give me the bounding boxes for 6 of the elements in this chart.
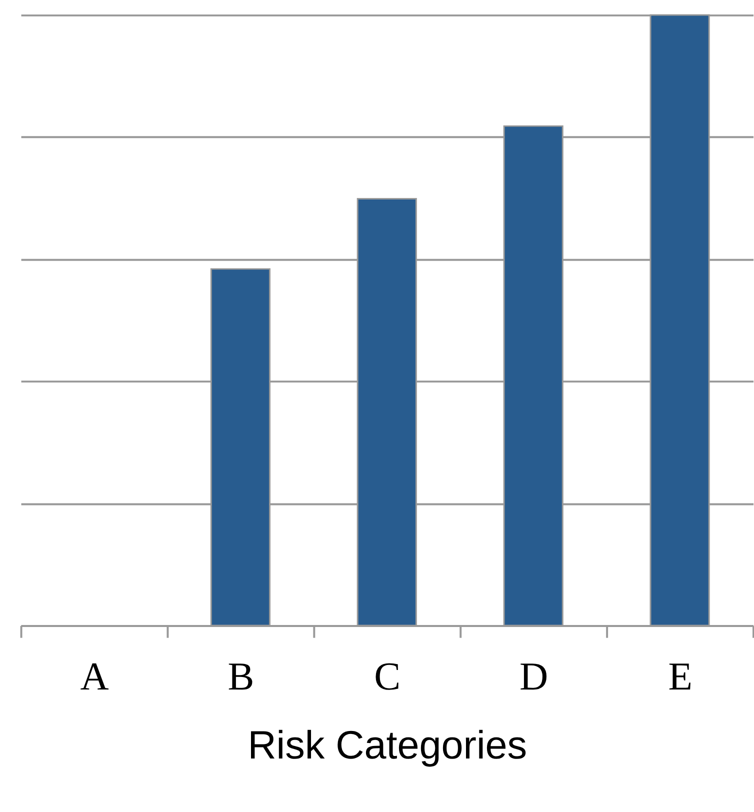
x-tick-label: D bbox=[520, 654, 548, 698]
x-axis-title: Risk Categories bbox=[248, 724, 528, 768]
x-tick-label: C bbox=[374, 654, 401, 698]
x-tick-label: B bbox=[228, 654, 254, 698]
x-tick-label: A bbox=[80, 654, 110, 698]
x-tick-label: E bbox=[668, 654, 692, 698]
